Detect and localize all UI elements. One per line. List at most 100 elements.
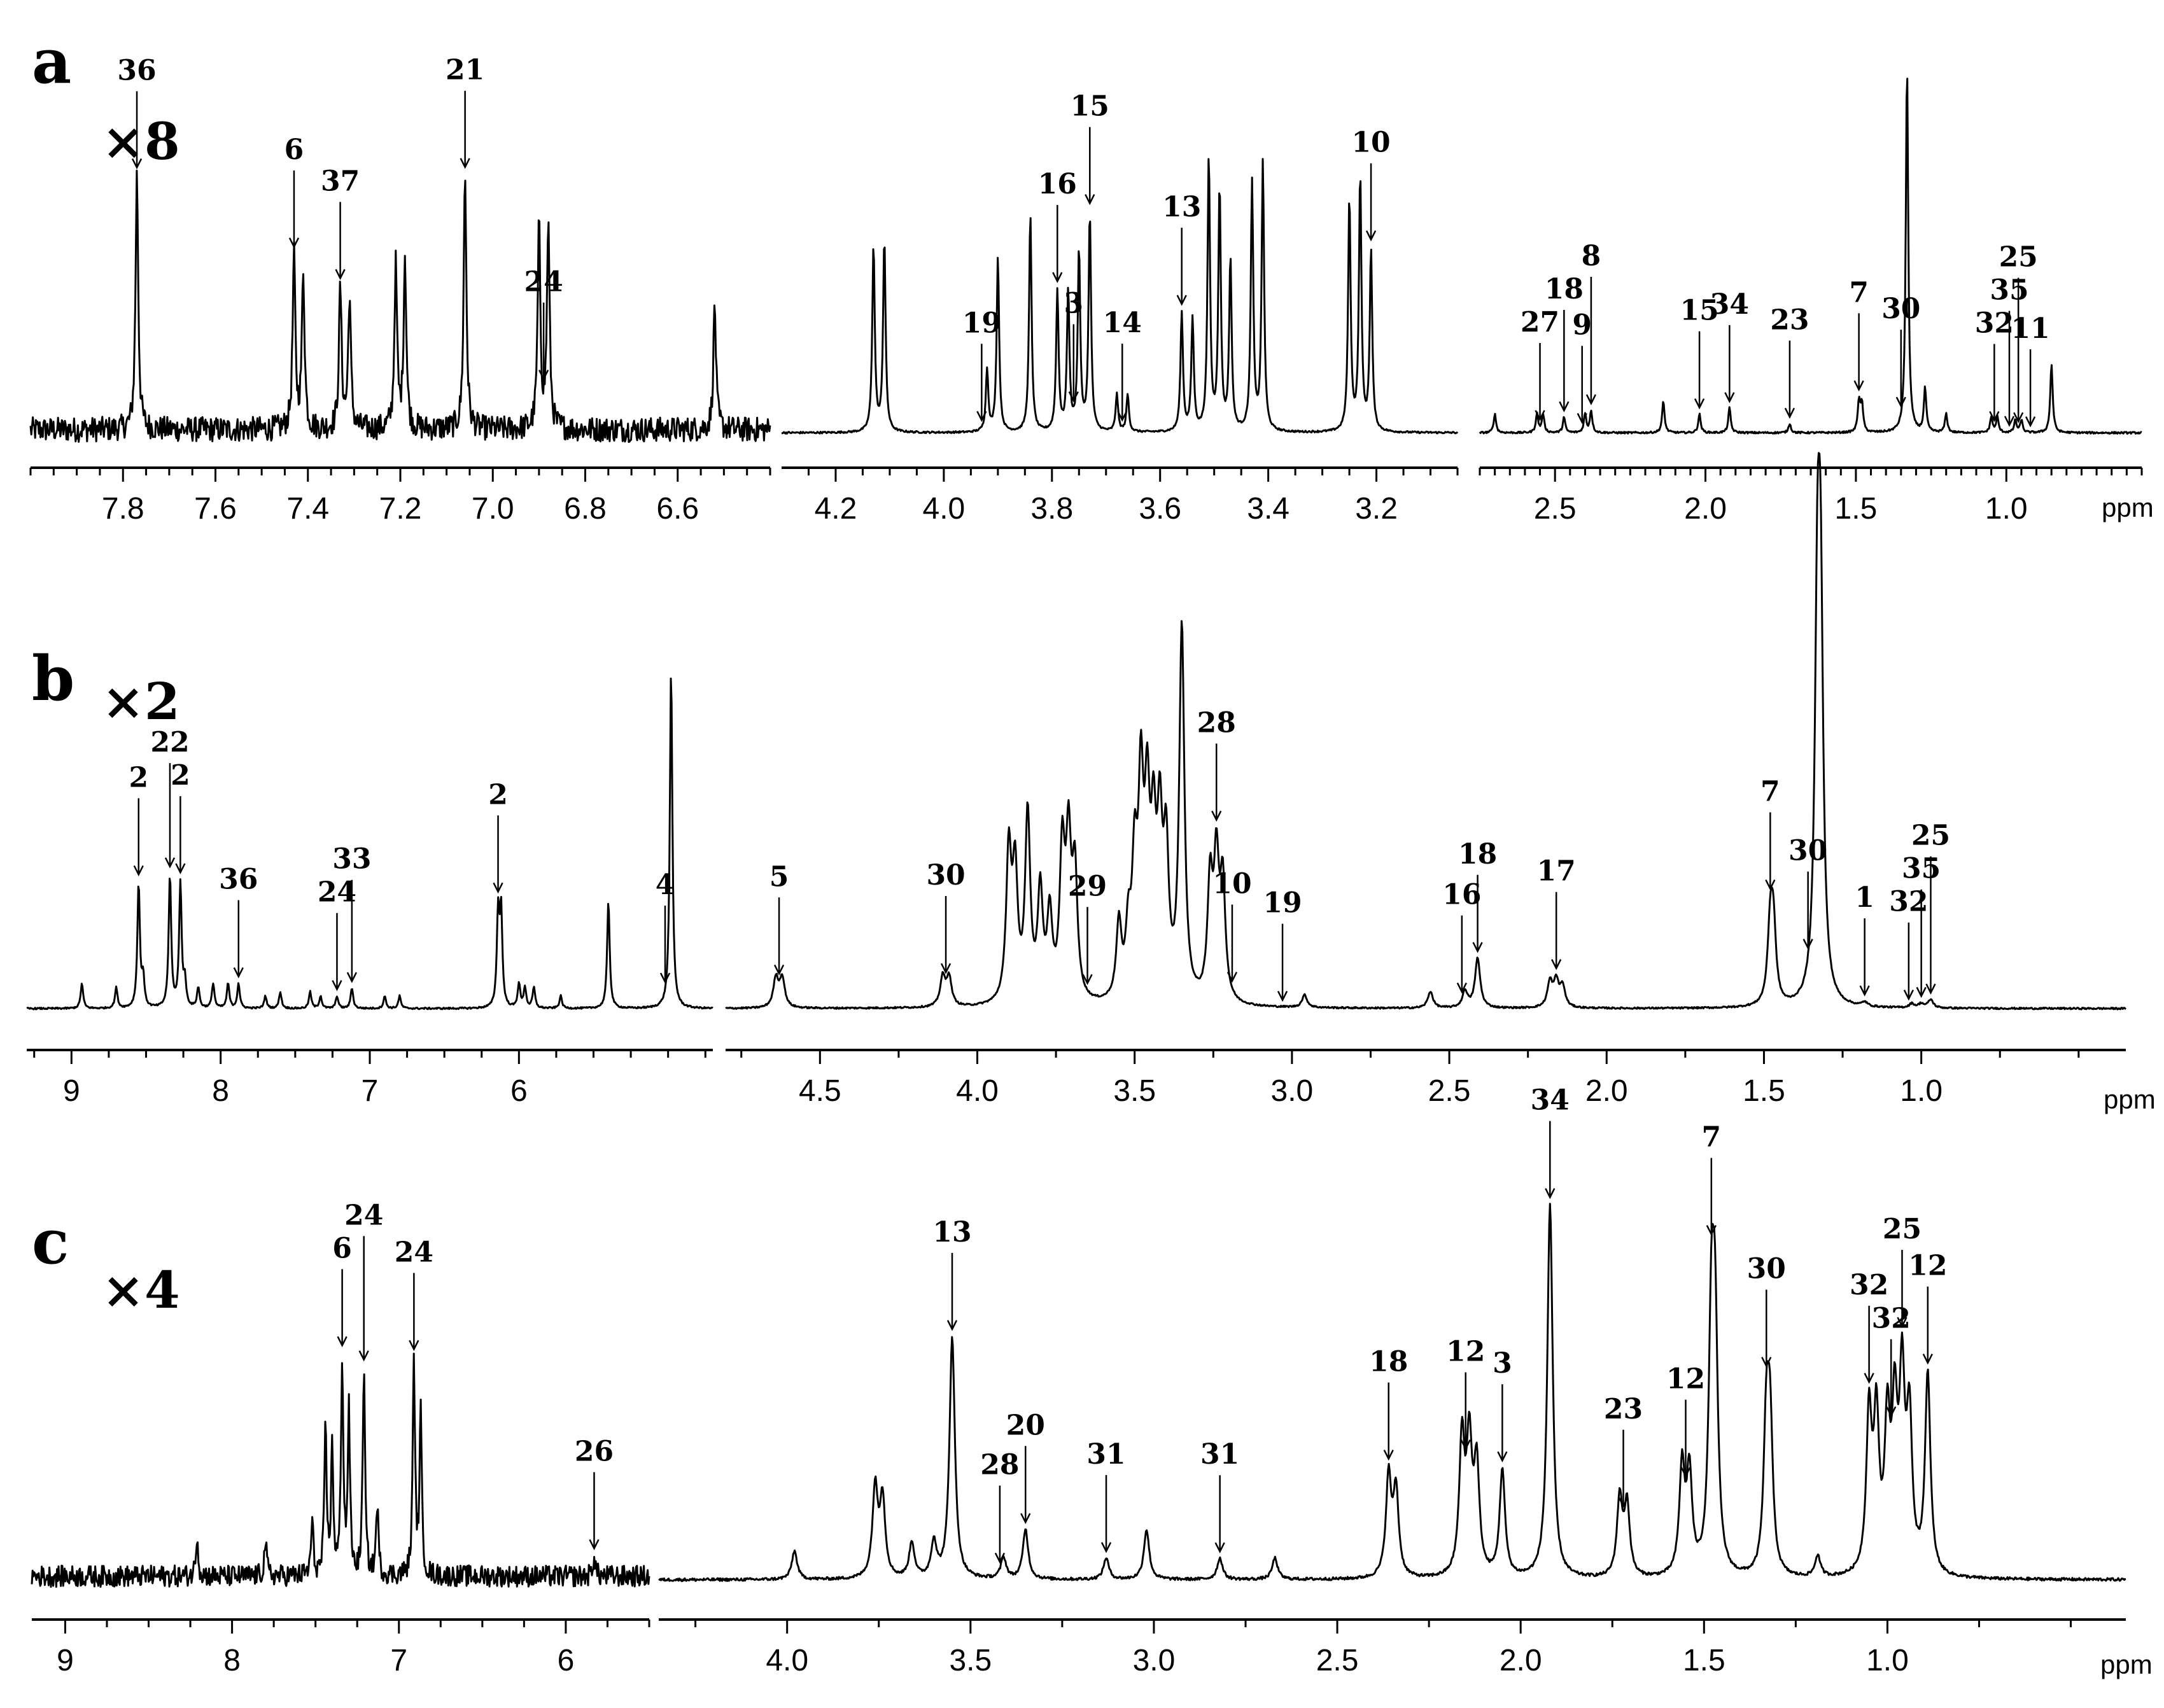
peak-label: 10 xyxy=(1351,127,1390,159)
peak-label: 7 xyxy=(1849,276,1869,309)
peak-label: 1 xyxy=(1855,881,1874,914)
arrow-head xyxy=(493,882,503,894)
peak-label: 2 xyxy=(171,759,190,792)
peak-annotation: 21 xyxy=(446,54,484,169)
peak-annotation: 17 xyxy=(1537,855,1576,970)
x-tick-label: 2.5 xyxy=(1534,492,1577,526)
peak-label: 20 xyxy=(1006,1409,1045,1441)
arrow-head xyxy=(1916,986,1927,998)
arrow-head xyxy=(1082,974,1093,986)
x-tick-label: 1.5 xyxy=(1683,1644,1725,1677)
arrow-head xyxy=(1886,1406,1897,1418)
peak-label: 30 xyxy=(1881,293,1920,325)
x-tick-label: 7.8 xyxy=(102,492,144,526)
peak-annotation: 2 xyxy=(171,759,190,874)
x-tick-label: 7.2 xyxy=(379,492,422,526)
arrow-head xyxy=(1724,392,1735,403)
peak-label: 23 xyxy=(1604,1393,1643,1425)
peak-label: 32 xyxy=(1872,1303,1911,1335)
peak-label: 30 xyxy=(1747,1253,1786,1285)
peak-label: 18 xyxy=(1369,1346,1408,1378)
arrow-head xyxy=(1068,391,1079,403)
arrow-head xyxy=(1802,939,1813,950)
peak-label: 31 xyxy=(1200,1438,1239,1471)
arrow-head xyxy=(1497,1451,1508,1463)
peak-annotation: 6 xyxy=(332,1232,352,1348)
peak-label: 3 xyxy=(1064,288,1083,320)
peak-label: 5 xyxy=(769,860,789,893)
peak-label: 22 xyxy=(150,726,189,759)
peak-label: 18 xyxy=(1545,273,1584,305)
arrow-head xyxy=(2025,416,2036,428)
arrow-head xyxy=(332,980,342,991)
peak-label: 35 xyxy=(1902,853,1941,885)
peak-label: 12 xyxy=(1666,1363,1705,1396)
peak-label: 7 xyxy=(1760,776,1780,808)
arrow-head xyxy=(1903,990,1914,1001)
peak-label: 19 xyxy=(1263,887,1302,920)
peak-annotation: 19 xyxy=(962,307,1001,423)
peak-annotation: 25 xyxy=(1911,820,1950,995)
x-tick-label: 7 xyxy=(390,1644,407,1677)
peak-label: 16 xyxy=(1442,879,1481,911)
peak-annotation: 20 xyxy=(1006,1409,1045,1525)
peak-annotation: 32 xyxy=(1850,1269,1888,1384)
arrow-head xyxy=(538,369,549,381)
peak-annotation: 25 xyxy=(1883,1213,1922,1328)
peak-annotation: 5 xyxy=(769,860,789,976)
peak-annotation: 13 xyxy=(1162,191,1201,306)
peak-label: 6 xyxy=(332,1232,352,1264)
peak-annotation: 3 xyxy=(1064,288,1083,403)
peak-label: 10 xyxy=(1212,868,1251,900)
peak-annotation: 30 xyxy=(1881,293,1920,408)
peak-label: 24 xyxy=(318,876,356,909)
peak-label: 15 xyxy=(1071,90,1109,123)
x-tick-label: 6.8 xyxy=(564,492,607,526)
peak-annotation: 34 xyxy=(1531,1084,1570,1200)
peak-annotation: 2 xyxy=(129,761,148,877)
peak-label: 17 xyxy=(1537,855,1576,888)
arrow-head xyxy=(409,1340,419,1352)
peak-annotation: 6 xyxy=(285,134,304,249)
peak-annotation: 23 xyxy=(1604,1393,1643,1508)
panel-c: c×49 8 7 6 4.0 3.5 3.0 2.5 2.0 1.5 1.0 ppm624242613… xyxy=(31,1084,2153,1679)
peak-annotation: 15 xyxy=(1071,90,1109,206)
peak-annotation: 30 xyxy=(1747,1253,1786,1368)
arrow-head xyxy=(1989,410,2000,423)
arrow-head xyxy=(1214,1542,1225,1553)
arrow-head xyxy=(2004,416,2015,427)
peak-annotation: 16 xyxy=(1442,879,1481,994)
peak-annotation: 4 xyxy=(656,869,675,984)
x-tick-label: 4.0 xyxy=(923,492,966,526)
arrow-head xyxy=(346,972,357,983)
peak-annotation: 28 xyxy=(980,1448,1020,1564)
peak-annotation: 18 xyxy=(1545,273,1584,412)
x-tick-label: 3.2 xyxy=(1355,492,1398,526)
peak-annotation: 8 xyxy=(1582,240,1601,405)
peak-annotation: 10 xyxy=(1212,868,1252,983)
arrow-head xyxy=(1706,1225,1717,1236)
arrow-head xyxy=(1020,1513,1031,1525)
peak-annotation: 7 xyxy=(1849,276,1869,392)
x-tick-label: 1.0 xyxy=(1900,1074,1943,1108)
peak-label: 34 xyxy=(1710,288,1749,321)
spectrum-trace xyxy=(1479,78,2142,435)
peak-annotation: 31 xyxy=(1200,1438,1239,1553)
peak-annotation: 35 xyxy=(1902,853,1941,998)
arrow-head xyxy=(1460,1439,1471,1451)
arrow-head xyxy=(335,269,346,281)
x-tick-label: 7.6 xyxy=(194,492,237,526)
peak-label: 15 xyxy=(1680,295,1718,327)
peak-label: 28 xyxy=(980,1448,1019,1481)
peak-label: 35 xyxy=(1990,274,2028,307)
peak-annotation: 36 xyxy=(117,54,157,170)
peak-annotation: 32 xyxy=(1889,886,1928,1001)
arrow-head xyxy=(1277,991,1288,1002)
arrow-head xyxy=(1680,1466,1691,1478)
arrow-head xyxy=(1472,942,1483,953)
peak-label: 18 xyxy=(1458,838,1497,871)
arrow-head xyxy=(337,1336,348,1348)
spectrum-trace xyxy=(725,452,2126,1011)
peak-annotation: 31 xyxy=(1086,1438,1126,1553)
arrow-head xyxy=(164,857,176,869)
